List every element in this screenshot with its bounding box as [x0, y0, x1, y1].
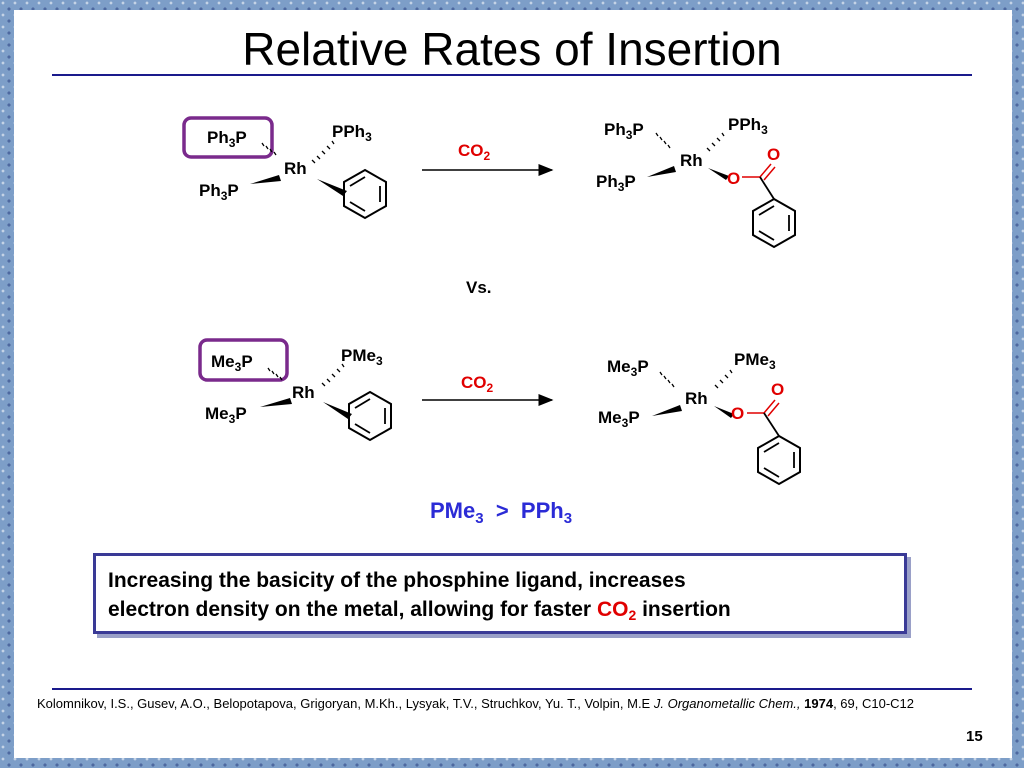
- product1-bridge-oxygen: O: [727, 169, 741, 188]
- wedge-bond: [652, 405, 682, 416]
- phenyl-ring: [343, 168, 387, 220]
- hashed-bond: [655, 132, 671, 149]
- product1-carbonyl-oxygen: O: [767, 145, 781, 164]
- footer-rule: [52, 688, 972, 690]
- reactant1-ligand-top-left: Ph3P: [207, 128, 247, 150]
- wedge-bond: [708, 168, 729, 180]
- ligand-highlight-box: [198, 338, 289, 382]
- product1-ligand-top-right: PPh3: [728, 115, 768, 137]
- product2-ligand-top-left: Me3P: [607, 357, 649, 379]
- reactant2-ligand-bottom-left: Me3P: [205, 404, 247, 426]
- summary-line1: Increasing the basicity of the phosphine…: [108, 569, 686, 592]
- reactant2-ligand-top-right: PMe3: [341, 346, 383, 368]
- product2-bonds: [652, 369, 801, 486]
- basicity-comparison: PMe3 > PPh3: [430, 498, 573, 527]
- reactant2-ligand-top-left: Me3P: [211, 352, 253, 374]
- versus-label: Vs.: [466, 278, 492, 297]
- hashed-bond: [267, 367, 283, 381]
- reactant1-bonds: [182, 116, 387, 220]
- phenyl-ring: [757, 434, 801, 486]
- product2-carbonyl-oxygen: O: [771, 380, 785, 399]
- hashed-bond: [321, 363, 345, 387]
- summary-line2-pre: electron density on the metal, allowing …: [108, 598, 592, 621]
- reactant1-ligand-bottom-left: Ph3P: [199, 181, 239, 203]
- reactant1-metal: Rh: [284, 159, 307, 178]
- product2-metal: Rh: [685, 389, 708, 408]
- product1-metal: Rh: [680, 151, 703, 170]
- product2-ligand-top-right: PMe3: [734, 350, 776, 372]
- wedge-bond: [323, 402, 352, 419]
- product1-ligand-bottom-left: Ph3P: [596, 172, 636, 194]
- hashed-bond: [311, 140, 335, 164]
- title-underline: [52, 74, 972, 76]
- summary-line2-post: insertion: [642, 598, 731, 621]
- ligand-highlight-box: [182, 116, 274, 159]
- citation-authors: Kolomnikov, I.S., Gusev, A.O., Belopotap…: [37, 696, 651, 711]
- summary-text: Increasing the basicity of the phosphine…: [108, 566, 731, 624]
- wedge-bond: [250, 175, 281, 184]
- citation-journal: J. Organometallic Chem.,: [653, 696, 801, 711]
- product1-bonds: [647, 132, 796, 249]
- product1-ligand-top-left: Ph3P: [604, 120, 644, 142]
- phenyl-ring: [752, 197, 796, 249]
- page-number: 15: [966, 728, 983, 745]
- wedge-bond: [317, 179, 347, 196]
- comparison-operator: >: [495, 498, 509, 523]
- product2-ligand-bottom-left: Me3P: [598, 408, 640, 430]
- reagent-co2: CO2: [461, 373, 494, 395]
- hashed-bond: [706, 132, 725, 152]
- phenyl-ring: [348, 390, 392, 442]
- slide-title: Relative Rates of Insertion: [242, 23, 782, 75]
- product2-bridge-oxygen: O: [731, 404, 745, 423]
- citation: Kolomnikov, I.S., Gusev, A.O., Belopotap…: [37, 694, 914, 713]
- wedge-bond: [647, 166, 676, 177]
- reactant2-metal: Rh: [292, 383, 315, 402]
- wedge-bond: [260, 398, 292, 407]
- reagent-co2: CO2: [458, 141, 491, 163]
- summary-reagent: CO2: [596, 598, 637, 623]
- hashed-bond: [714, 369, 733, 389]
- reactant2-bonds: [198, 338, 392, 442]
- summary-box: Increasing the basicity of the phosphine…: [93, 553, 907, 634]
- hashed-bond: [261, 142, 277, 156]
- hashed-bond: [659, 371, 675, 388]
- wedge-bond: [714, 406, 734, 418]
- reactant1-ligand-top-right: PPh3: [332, 122, 372, 144]
- citation-year: 1974: [804, 696, 834, 711]
- citation-details: , 69, C10-C12: [833, 696, 915, 711]
